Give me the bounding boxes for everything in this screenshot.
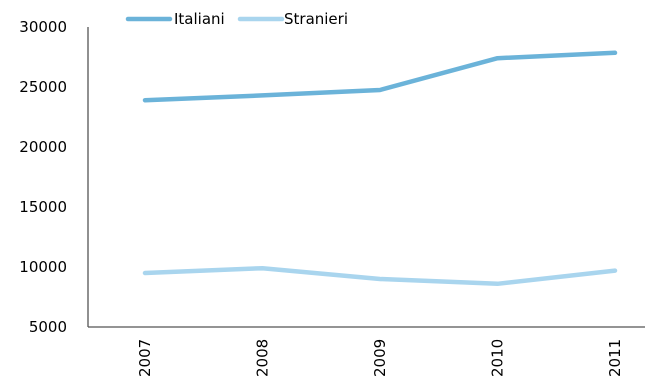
y-tick-labels: 5000 10000 15000 20000 25000 30000: [19, 18, 67, 336]
y-tick-label: 5000: [29, 318, 67, 336]
x-tick-label: 2009: [371, 339, 389, 377]
x-tick-labels: 2007 2008 2009 2010 2011: [136, 339, 624, 377]
x-tick-label: 2008: [254, 339, 272, 377]
axes: [87, 27, 645, 328]
y-tick-label: 15000: [19, 198, 67, 216]
x-tick-label: 2011: [606, 339, 624, 377]
series-line-stranieri: [142, 265, 618, 287]
x-tick-label: 2007: [136, 339, 154, 377]
y-tick-label: 10000: [19, 258, 67, 276]
legend-label-italiani: Italiani: [174, 10, 225, 28]
series-line-italiani: [142, 50, 618, 103]
legend-label-stranieri: Stranieri: [284, 10, 348, 28]
y-tick-label: 20000: [19, 138, 67, 156]
y-tick-label: 30000: [19, 18, 67, 36]
legend: Italiani Stranieri: [125, 10, 348, 28]
y-tick-label: 25000: [19, 78, 67, 96]
x-tick-label: 2010: [489, 339, 507, 377]
series-lines: [142, 50, 618, 287]
